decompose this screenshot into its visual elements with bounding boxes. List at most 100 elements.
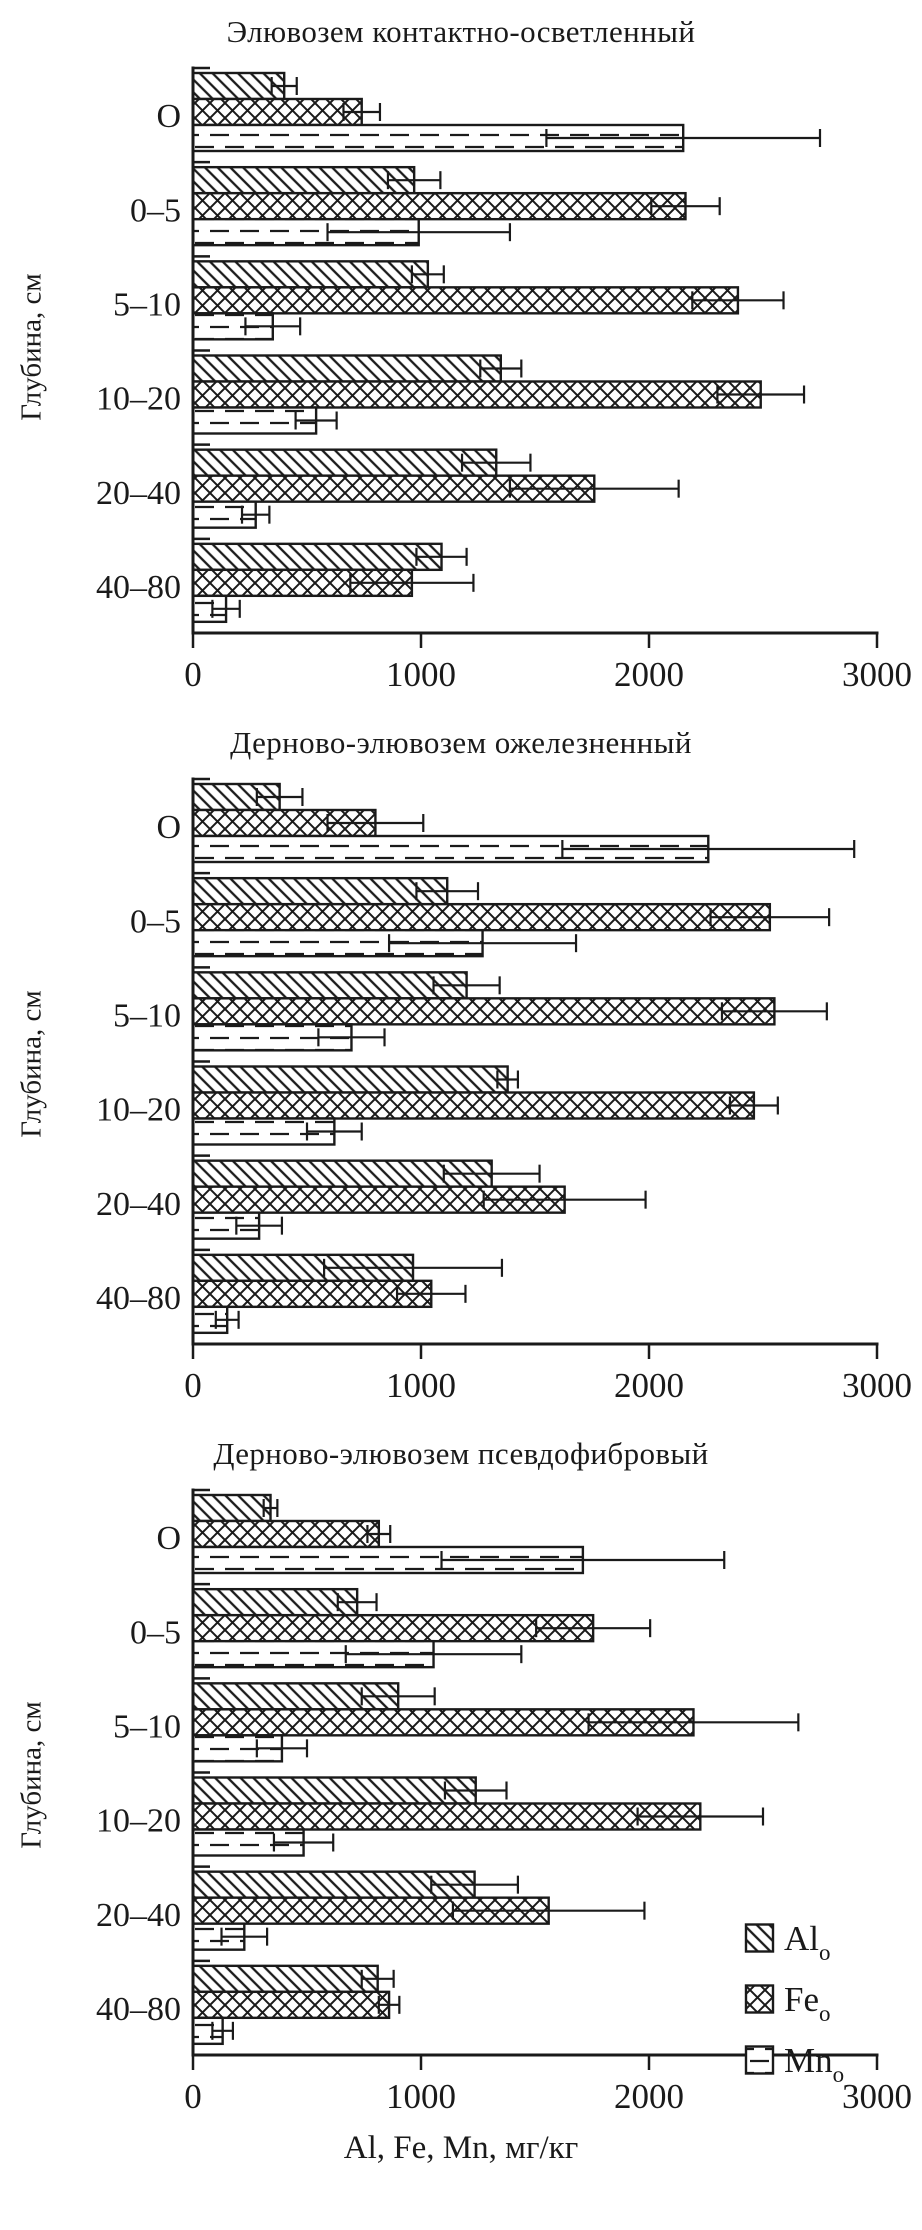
bar-Al_o-20–40	[191, 448, 498, 477]
error-bar-Mn_o-0–5	[387, 934, 578, 953]
category-label: 5–10	[113, 1708, 181, 1745]
error-bar-Al_o-O	[255, 788, 304, 806]
axes	[191, 66, 879, 648]
bar-Fe_o-5–10	[191, 286, 740, 315]
x-tick-label: 2000	[614, 1366, 684, 1405]
bar-Fe_o-5–10	[191, 997, 776, 1026]
bars-layer	[191, 71, 762, 624]
error-bar-Al_o-40–80	[323, 1258, 504, 1277]
category-label: 5–10	[113, 286, 181, 323]
category-label: 0–5	[130, 192, 181, 229]
x-axis-label: Al, Fe, Mn, мг/кг	[343, 2130, 579, 2166]
error-bar-Fe_o-O	[366, 1525, 392, 1543]
bar-Al_o-0–5	[191, 165, 416, 195]
figure: Элювозем контактно-осветленный Глубина, …	[0, 0, 922, 2181]
x-tick-label: 2000	[614, 2077, 684, 2116]
error-bar-Fe_o-40–80	[395, 1284, 467, 1303]
error-bar-Al_o-5–10	[360, 1687, 436, 1706]
error-bar-Mn_o-20–40	[240, 505, 271, 524]
error-bar-Al_o-5–10	[432, 976, 501, 995]
error-bar-Mn_o-10–20	[305, 1122, 363, 1141]
error-bar-Fe_o-20–40	[482, 1190, 647, 1209]
bar-chart-3: O 0–5 5–10 10–20 20–40 40–80 0 1000 2000 3000 Alo F…	[96, 1488, 912, 2116]
error-bar-Fe_o-0–5	[709, 908, 831, 927]
category-label: 40–80	[96, 1991, 181, 2028]
bar-Al_o-0–5	[191, 876, 449, 906]
error-bar-Mn_o-40–80	[211, 599, 241, 618]
y-axis-label: Глубина, см	[15, 990, 48, 1138]
chart-block-1: Элювозем контактно-осветленный Глубина, …	[0, 0, 922, 703]
error-bar-Mn_o-5–10	[244, 317, 302, 336]
error-bar-Al_o-0–5	[336, 1593, 378, 1612]
error-bar-Mn_o-O	[440, 1551, 726, 1569]
category-label: 5–10	[113, 997, 181, 1034]
error-bar-Mn_o-40–80	[211, 2021, 234, 2040]
error-bar-Mn_o-10–20	[272, 1833, 335, 1852]
axes	[191, 777, 879, 1359]
error-bar-Fe_o-40–80	[377, 1995, 401, 2014]
bar-Al_o-O	[191, 1493, 272, 1523]
bar-Fe_o-10–20	[191, 1091, 756, 1120]
error-bar-Fe_o-10–20	[636, 1807, 765, 1826]
category-label: O	[156, 809, 181, 846]
x-tick-label: 0	[184, 1366, 202, 1405]
bar-Al_o-10–20	[191, 1776, 477, 1805]
category-label: 20–40	[96, 475, 181, 512]
chart-title: Дерново-элювозем псевдофибровый	[213, 1436, 709, 1471]
x-tick-label: 0	[184, 655, 202, 694]
bar-Fe_o-10–20	[191, 1802, 702, 1831]
error-bar-Fe_o-20–40	[508, 479, 680, 498]
error-bar-Al_o-40–80	[415, 547, 468, 566]
error-bar-Fe_o-O	[326, 814, 425, 832]
bar-Al_o-40–80	[191, 542, 443, 572]
category-label: 10–20	[96, 381, 181, 418]
legend-label-Fe: Feo	[784, 1980, 831, 2026]
bar-Fe_o-10–20	[191, 380, 762, 409]
bar-Fe_o-O	[191, 97, 363, 127]
error-bar-Al_o-5–10	[410, 265, 445, 284]
error-bar-Al_o-10–20	[443, 1781, 508, 1800]
category-label: 20–40	[96, 1897, 181, 1934]
error-bar-Al_o-10–20	[496, 1070, 520, 1089]
error-bar-Al_o-40–80	[360, 1969, 395, 1988]
category-label: 10–20	[96, 1803, 181, 1840]
error-bar-Mn_o-20–40	[220, 1927, 269, 1946]
bar-Al_o-5–10	[191, 260, 430, 289]
legend-label-Al: Alo	[784, 1919, 831, 1965]
error-bar-Fe_o-5–10	[587, 1713, 800, 1732]
error-bars-layer	[211, 77, 822, 618]
chart-block-2: Дерново-элювозем ожелезненный Глубина, с…	[0, 717, 922, 1414]
chart-title: Элювозем контактно-осветленный	[226, 14, 696, 49]
category-label: 0–5	[130, 1614, 181, 1651]
error-bar-Fe_o-20–40	[451, 1901, 646, 1920]
error-bar-Mn_o-O	[561, 840, 856, 858]
legend-label-Mn: Mno	[784, 2041, 844, 2087]
chart-block-3: Дерново-элювозем псевдофибровый Глубина,…	[0, 1428, 922, 2181]
legend: Alo Feo Mno	[744, 1919, 844, 2087]
error-bar-Mn_o-5–10	[255, 1739, 309, 1758]
error-bar-Al_o-0–5	[386, 171, 442, 190]
bar-Al_o-10–20	[191, 354, 502, 383]
bar-Al_o-0–5	[191, 1587, 359, 1617]
bar-Al_o-5–10	[191, 971, 468, 1000]
chart-title: Дерново-элювозем ожелезненный	[230, 725, 692, 760]
x-tick-label: 0	[184, 2077, 202, 2116]
category-label: 40–80	[96, 569, 181, 606]
error-bar-Fe_o-0–5	[535, 1619, 652, 1638]
error-bar-Fe_o-40–80	[349, 573, 475, 592]
category-label: 20–40	[96, 1186, 181, 1223]
error-bar-Al_o-O	[270, 77, 298, 95]
bar-Al_o-O	[191, 71, 286, 101]
bar-Fe_o-0–5	[191, 1613, 595, 1643]
error-bar-Mn_o-0–5	[326, 223, 512, 242]
bars-layer	[191, 1493, 702, 2046]
x-tick-label: 2000	[614, 655, 684, 694]
x-tick-label: 1000	[386, 655, 456, 694]
legend-swatch-Fe	[744, 1984, 775, 2014]
error-bar-Mn_o-40–80	[214, 1310, 240, 1329]
bar-Fe_o-40–80	[191, 1990, 391, 2020]
error-bar-Fe_o-5–10	[720, 1002, 828, 1021]
error-bar-Al_o-10–20	[479, 359, 523, 378]
error-bar-Mn_o-0–5	[344, 1645, 523, 1664]
bar-Fe_o-40–80	[191, 1279, 433, 1309]
